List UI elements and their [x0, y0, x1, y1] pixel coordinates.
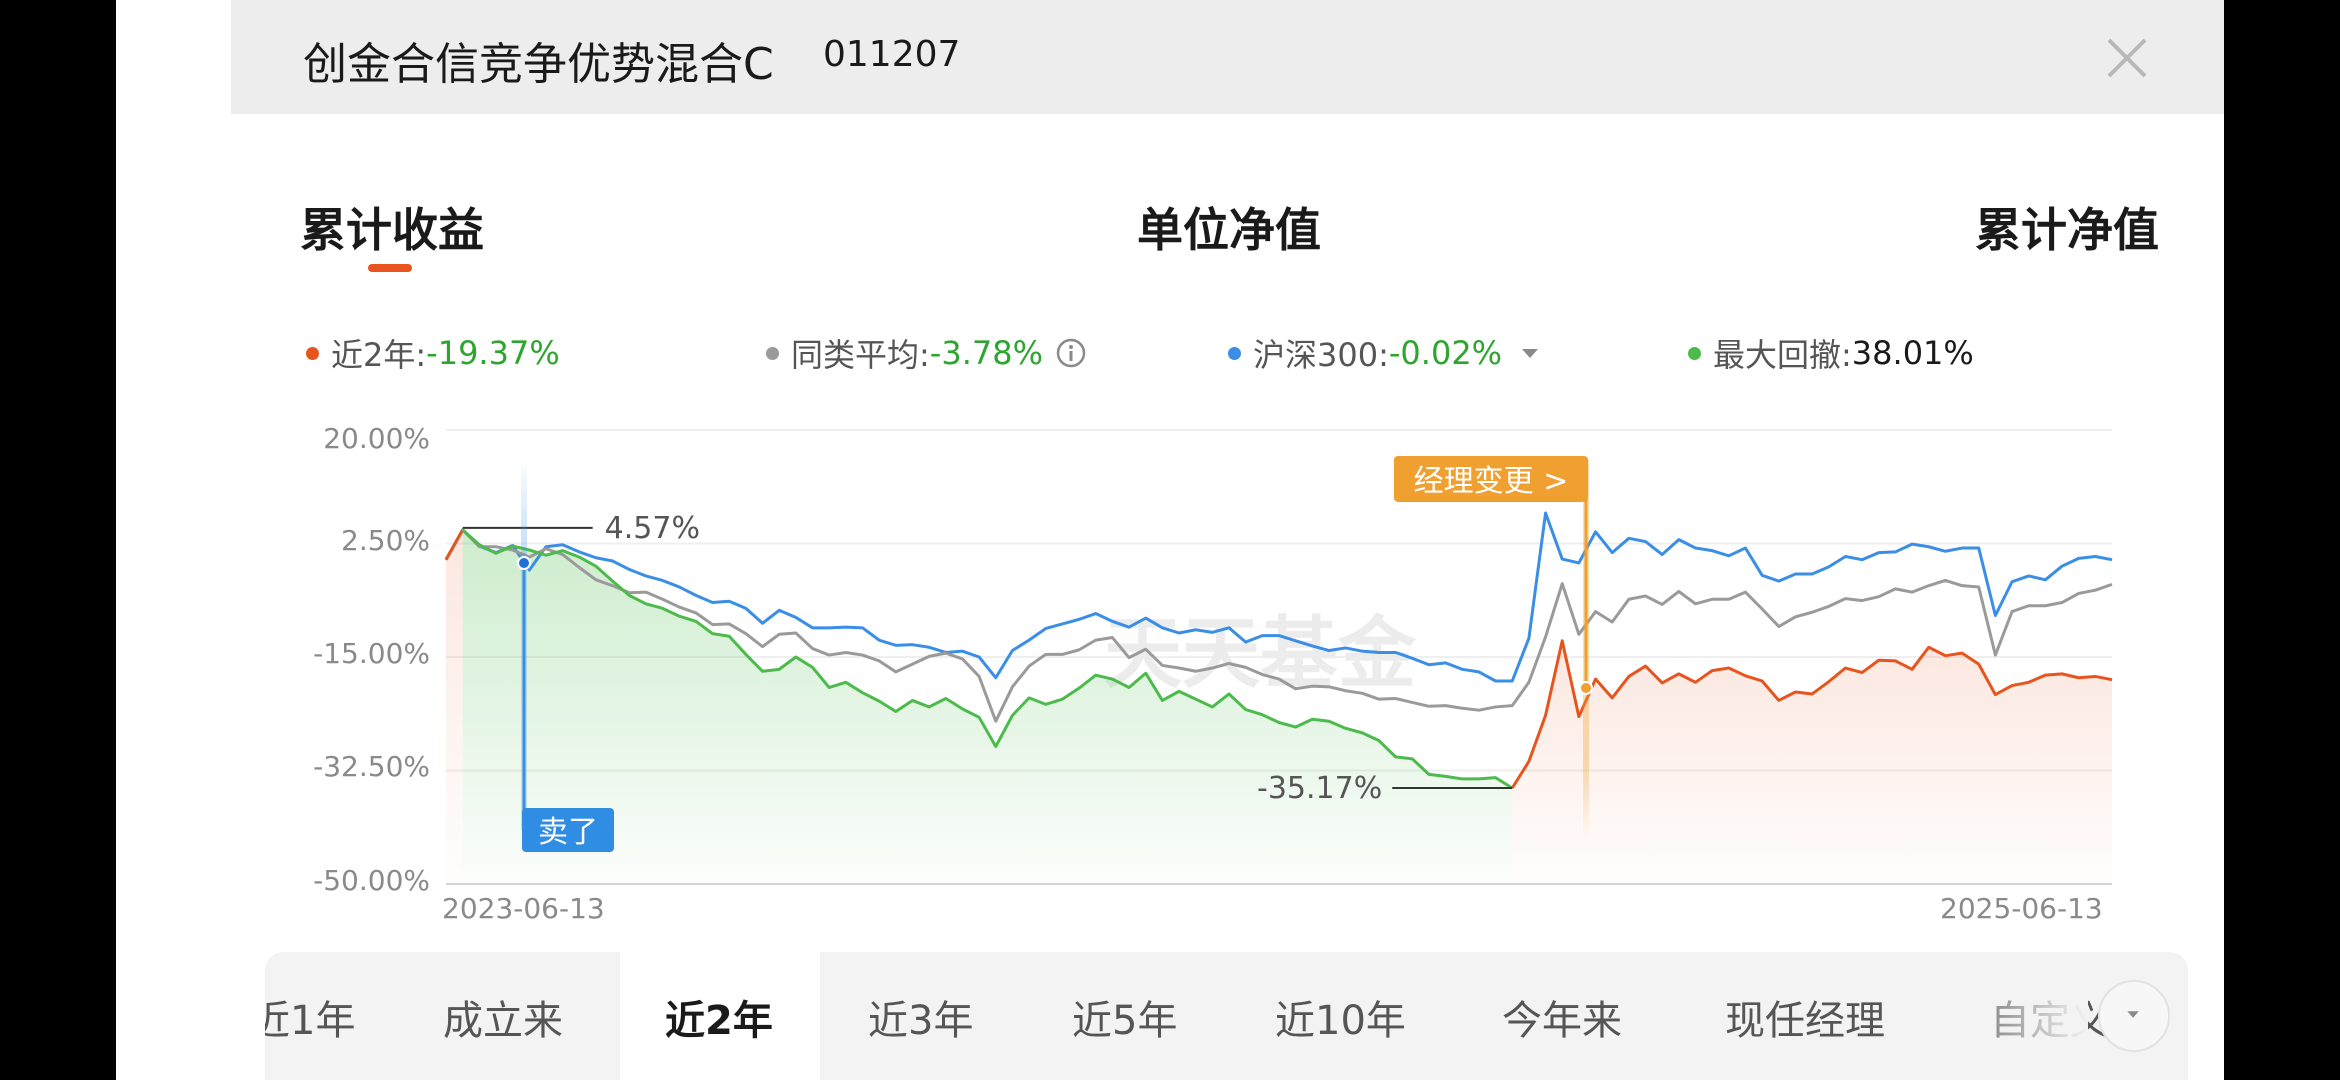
range-since-inception[interactable]: 成立来 [443, 998, 563, 1044]
fund-area-start [446, 529, 463, 884]
sell-tag[interactable] [522, 808, 614, 852]
range-active-bg [620, 952, 820, 1080]
left-letterbox [0, 0, 116, 1080]
range-10y[interactable]: 近10年 [1275, 998, 1406, 1044]
y-tick-label: -15.00% [313, 637, 430, 670]
range-selector [265, 952, 2188, 1080]
benchmark-line [444, 511, 2113, 683]
chevron-down-icon[interactable] [1520, 346, 1540, 360]
expand-ranges-button[interactable] [2098, 980, 2170, 1052]
drawdown-line [461, 528, 1514, 790]
legend-value-fund: -19.37% [426, 334, 560, 372]
y-tick-label: -50.00% [313, 864, 430, 897]
fund-line-start [444, 529, 464, 561]
x-end-label: 2025-06-13 [1940, 892, 2103, 925]
y-tick-label: -32.50% [313, 750, 430, 783]
range-ytd[interactable]: 今年来 [1502, 998, 1622, 1044]
legend-label-fund: 近2年: [331, 336, 427, 374]
peer-average-line [444, 528, 2113, 723]
fund-code: 011207 [823, 34, 961, 75]
x-start-label: 2023-06-13 [442, 892, 605, 925]
legend-benchmark[interactable]: 沪深300: -0.02% [1228, 330, 1540, 376]
range-5y[interactable]: 近5年 [1072, 998, 1178, 1044]
close-icon[interactable] [2095, 26, 2159, 90]
tab-unit-nav[interactable]: 单位净值 [1137, 203, 1321, 257]
legend-value-benchmark: -0.02% [1388, 334, 1503, 372]
range-1y[interactable]: 近1年 [250, 998, 356, 1044]
legend-fund: 近2年: -19.37% [306, 330, 560, 376]
legend-peer-average: 同类平均: -3.78% [766, 330, 1087, 376]
fund-title: 创金合信竞争优势混合C [303, 39, 774, 90]
chevron-down-icon [2127, 1011, 2139, 1018]
manager-point[interactable] [1579, 681, 1593, 695]
sell-tag-label: 卖了 [538, 815, 598, 850]
range-2y[interactable]: 近2年 [665, 998, 773, 1044]
legend-max-drawdown: 最大回撤: 38.01% [1688, 330, 1974, 376]
tab-cumulative-return[interactable]: 累计收益 [300, 203, 484, 257]
legend-dot-benchmark [1228, 346, 1241, 360]
legend-value-drawdown: 38.01% [1851, 334, 1974, 372]
sell-point[interactable] [517, 556, 531, 570]
manager-change-tag[interactable] [1394, 456, 1588, 502]
right-letterbox [2224, 0, 2340, 1080]
drawdown-high-label: 4.57% [605, 511, 700, 546]
legend-dot-drawdown [1688, 346, 1701, 360]
y-tick-label: 2.50% [341, 524, 430, 557]
tab-cumulative-nav[interactable]: 累计净值 [1975, 203, 2159, 257]
range-fade [1938, 952, 2088, 1080]
tab-active-indicator [368, 264, 412, 272]
fund-line [1510, 639, 2113, 789]
title-bar: 创金合信竞争优势混合C 011207 [231, 0, 2224, 114]
legend-label-benchmark: 沪深300: [1253, 336, 1389, 374]
info-icon[interactable] [1055, 337, 1087, 369]
y-tick-label: 20.00% [323, 422, 430, 455]
drawdown-low-label: -35.17% [1257, 771, 1382, 806]
legend-label-drawdown: 最大回撤: [1713, 336, 1852, 374]
range-3y[interactable]: 近3年 [868, 998, 974, 1044]
legend-dot-peer [766, 346, 779, 360]
fund-area [1512, 640, 2112, 884]
manager-change-label: 经理变更 > [1414, 464, 1569, 499]
legend-dot-fund [306, 346, 319, 360]
legend-label-peer: 同类平均: [791, 336, 930, 374]
drawdown-area [462, 529, 1513, 884]
legend-value-peer: -3.78% [929, 334, 1043, 372]
range-current-manager[interactable]: 现任经理 [1725, 998, 1885, 1044]
